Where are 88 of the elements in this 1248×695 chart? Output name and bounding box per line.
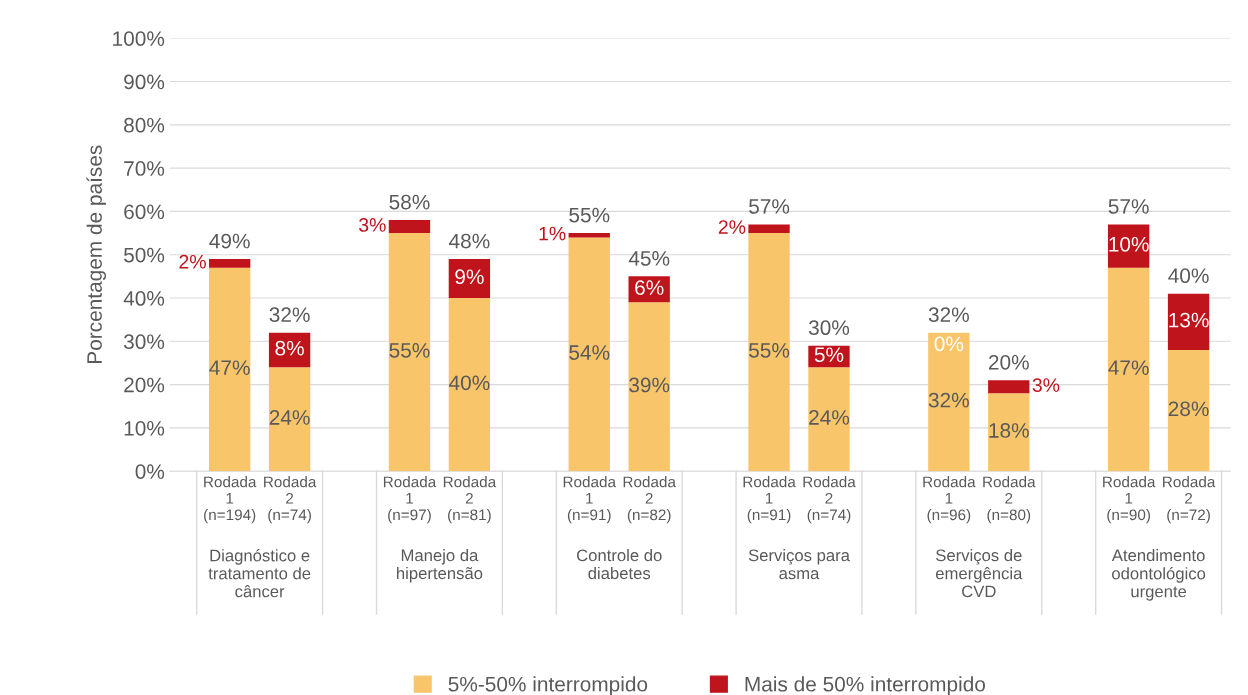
data-label: 39% — [629, 377, 670, 393]
y-tick-label: 40% — [123, 291, 165, 306]
bar — [808, 367, 850, 472]
bar — [388, 233, 431, 472]
data-label: 10% — [1109, 236, 1149, 252]
bar — [748, 233, 790, 472]
total-label: 45% — [628, 251, 670, 266]
data-label: 8% — [275, 340, 304, 356]
data-label: 47% — [209, 360, 250, 375]
bar — [568, 233, 610, 238]
data-label: 55% — [389, 343, 430, 358]
bar — [388, 220, 431, 234]
bar — [208, 259, 251, 268]
data-label: 13% — [1169, 312, 1209, 328]
text: Serviços para asma — [748, 548, 850, 580]
bar — [988, 380, 1030, 394]
y-tick-label: 80% — [124, 117, 165, 133]
x-tick-label: Rodada 2 (n=74) — [264, 476, 317, 524]
legend-label: 5%-50% interrompido — [448, 676, 648, 695]
x-tick-label: Rodada 1 (n=96) — [923, 476, 976, 524]
text: Diagnóstico e tratamento de câncer — [208, 548, 311, 598]
y-tick-label: 50% — [124, 247, 165, 263]
bar — [448, 298, 491, 472]
data-label: 2% — [179, 254, 206, 269]
text: Serviços de emergência CVD — [935, 548, 1023, 598]
bar — [988, 393, 1030, 472]
x-tick-label: Rodada 2 (n=72) — [1163, 476, 1216, 524]
total-label: 57% — [1108, 199, 1149, 214]
total-label: 49% — [209, 233, 250, 249]
data-label: 1% — [539, 226, 566, 241]
bar — [1107, 267, 1150, 472]
total-label: 48% — [449, 233, 490, 249]
data-label: 9% — [455, 269, 484, 285]
x-tick-label: Rodada 2 (n=74) — [803, 476, 856, 524]
y-tick-label: 60% — [124, 204, 165, 220]
legend-label: Mais de 50% interrompido — [745, 676, 986, 695]
bar — [1167, 293, 1210, 350]
text: Atendimento odontológico urgente — [1111, 548, 1206, 601]
data-label: 24% — [269, 410, 310, 425]
bar — [928, 332, 970, 472]
data-label: 0% — [934, 336, 964, 352]
bar — [748, 224, 790, 234]
x-tick-label: Rodada 2 (n=82) — [623, 476, 676, 524]
y-tick-label: 100% — [113, 31, 165, 46]
text: Controle do diabetes — [576, 548, 662, 580]
total-label: 40% — [1168, 268, 1209, 284]
bar — [1167, 349, 1210, 472]
y-tick-label: 30% — [123, 334, 165, 350]
bar — [568, 237, 610, 472]
x-tick-label: Rodada 2 (n=80) — [983, 476, 1036, 524]
y-tick-label: 10% — [124, 420, 165, 436]
data-label: 54% — [569, 345, 610, 360]
y-tick-label: 70% — [124, 161, 165, 176]
x-tick-label: Rodada 1 (n=91) — [563, 476, 617, 524]
data-label: 32% — [928, 392, 969, 408]
x-tick-label: Rodada 1 (n=97) — [383, 476, 437, 524]
x-tick-label: Rodada 1 (n=90) — [1103, 476, 1156, 524]
data-label: 55% — [749, 343, 790, 358]
data-label: 3% — [1032, 378, 1060, 392]
total-label: 32% — [269, 307, 310, 323]
x-tick-label: Rodada 1 (n=91) — [743, 476, 796, 524]
total-label: 57% — [749, 199, 790, 214]
total-label: 58% — [389, 194, 430, 210]
data-label: 3% — [359, 218, 386, 232]
data-label: 6% — [635, 280, 664, 295]
bar — [448, 259, 491, 299]
y-tick-label: 90% — [124, 74, 165, 90]
data-label: 47% — [1108, 360, 1149, 375]
bar — [1107, 224, 1150, 268]
data-label: 40% — [449, 375, 490, 391]
y-tick-label: 20% — [124, 377, 165, 393]
y-tick-label: 0% — [135, 464, 165, 479]
bar — [268, 367, 311, 472]
data-label: 5% — [814, 347, 844, 363]
data-label: 24% — [809, 410, 850, 425]
x-tick-label: Rodada 1 (n=194) — [204, 476, 257, 524]
data-label: 28% — [1168, 401, 1209, 417]
total-label: 32% — [928, 307, 969, 323]
total-label: 55% — [569, 207, 610, 223]
x-tick-label: Rodada 2 (n=81) — [443, 476, 497, 524]
total-label: 30% — [808, 320, 850, 336]
y-axis-title: Porcentagem de países — [86, 145, 107, 364]
text: Manejo da hipertensão — [397, 548, 483, 583]
data-label: 18% — [989, 423, 1029, 438]
data-label: 2% — [718, 220, 746, 234]
bar — [208, 267, 251, 472]
total-label: 20% — [988, 354, 1029, 370]
bar — [628, 302, 670, 472]
